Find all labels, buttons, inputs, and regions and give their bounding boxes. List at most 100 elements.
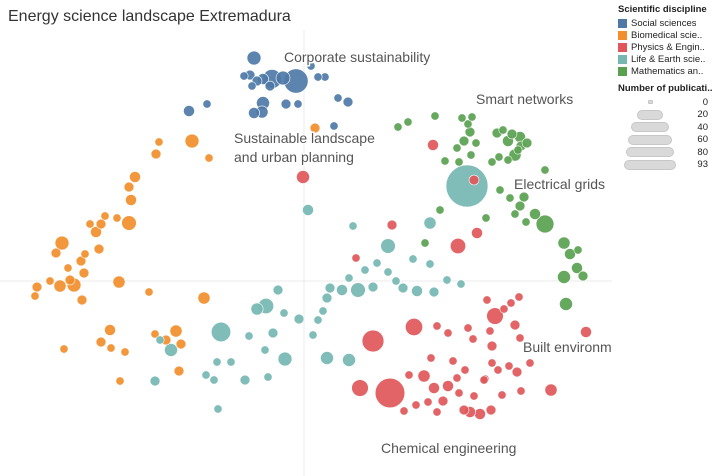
- data-point[interactable]: [239, 71, 249, 81]
- data-point[interactable]: [50, 247, 62, 259]
- data-point[interactable]: [53, 279, 67, 293]
- data-point[interactable]: [487, 358, 497, 368]
- data-point[interactable]: [277, 351, 293, 367]
- data-point[interactable]: [466, 150, 476, 160]
- data-point[interactable]: [279, 308, 289, 318]
- data-point[interactable]: [183, 105, 195, 117]
- data-point[interactable]: [293, 313, 305, 325]
- data-point[interactable]: [404, 370, 414, 380]
- data-point[interactable]: [184, 133, 200, 149]
- data-point[interactable]: [503, 155, 513, 165]
- data-point[interactable]: [76, 294, 88, 306]
- data-point[interactable]: [514, 292, 524, 302]
- data-point[interactable]: [423, 216, 437, 230]
- data-point[interactable]: [367, 281, 379, 293]
- data-point[interactable]: [54, 235, 70, 251]
- data-point[interactable]: [250, 302, 264, 316]
- data-point[interactable]: [64, 274, 76, 286]
- data-point[interactable]: [505, 193, 515, 203]
- data-point[interactable]: [318, 306, 328, 316]
- data-point[interactable]: [432, 321, 442, 331]
- data-point[interactable]: [426, 353, 436, 363]
- legend-item[interactable]: Social sciences: [618, 17, 718, 29]
- data-point[interactable]: [449, 237, 467, 255]
- data-point[interactable]: [403, 117, 413, 127]
- data-point[interactable]: [210, 321, 232, 343]
- data-point[interactable]: [95, 336, 107, 348]
- data-point[interactable]: [201, 370, 211, 380]
- data-point[interactable]: [393, 122, 403, 132]
- data-point[interactable]: [150, 148, 162, 160]
- legend-item[interactable]: Biomedical scie..: [618, 29, 718, 41]
- data-point[interactable]: [197, 291, 211, 305]
- data-point[interactable]: [80, 249, 90, 259]
- data-point[interactable]: [425, 259, 435, 269]
- data-point[interactable]: [275, 70, 291, 86]
- data-point[interactable]: [361, 329, 385, 353]
- data-point[interactable]: [399, 406, 409, 416]
- data-point[interactable]: [293, 99, 303, 109]
- data-point[interactable]: [474, 408, 486, 420]
- data-point[interactable]: [264, 80, 276, 92]
- data-point[interactable]: [204, 153, 214, 163]
- data-point[interactable]: [442, 380, 454, 392]
- data-point[interactable]: [405, 318, 423, 336]
- data-point[interactable]: [260, 345, 270, 355]
- data-point[interactable]: [557, 270, 571, 284]
- data-point[interactable]: [247, 81, 257, 91]
- data-point[interactable]: [460, 365, 470, 375]
- data-point[interactable]: [464, 126, 476, 138]
- data-point[interactable]: [342, 96, 354, 108]
- data-point[interactable]: [244, 331, 254, 341]
- data-point[interactable]: [516, 386, 526, 396]
- data-point[interactable]: [104, 324, 116, 336]
- data-point[interactable]: [454, 388, 464, 398]
- data-point[interactable]: [380, 238, 396, 254]
- data-point[interactable]: [155, 335, 165, 345]
- data-point[interactable]: [78, 267, 90, 279]
- data-point[interactable]: [90, 226, 102, 238]
- data-point[interactable]: [263, 372, 273, 382]
- data-point[interactable]: [471, 227, 483, 239]
- data-point[interactable]: [452, 143, 462, 153]
- data-point[interactable]: [456, 279, 466, 289]
- data-point[interactable]: [499, 304, 509, 314]
- data-point[interactable]: [571, 262, 583, 274]
- legend-item[interactable]: Physics & Engin..: [618, 41, 718, 53]
- data-point[interactable]: [121, 215, 137, 231]
- data-point[interactable]: [511, 366, 523, 378]
- data-point[interactable]: [573, 245, 583, 255]
- data-point[interactable]: [31, 281, 43, 293]
- data-point[interactable]: [498, 125, 508, 135]
- data-point[interactable]: [487, 157, 497, 167]
- data-point[interactable]: [521, 137, 533, 149]
- data-point[interactable]: [144, 287, 154, 297]
- data-point[interactable]: [63, 263, 73, 273]
- data-point[interactable]: [75, 255, 87, 267]
- data-point[interactable]: [313, 72, 323, 82]
- data-point[interactable]: [149, 375, 161, 387]
- data-point[interactable]: [540, 165, 550, 175]
- data-point[interactable]: [59, 344, 69, 354]
- data-point[interactable]: [493, 365, 503, 375]
- data-point[interactable]: [494, 152, 504, 162]
- data-point[interactable]: [408, 254, 418, 264]
- data-point[interactable]: [445, 164, 489, 208]
- data-point[interactable]: [30, 291, 40, 301]
- data-point[interactable]: [383, 267, 393, 277]
- data-point[interactable]: [535, 214, 555, 234]
- data-point[interactable]: [457, 113, 467, 123]
- data-point[interactable]: [430, 111, 440, 121]
- data-point[interactable]: [226, 357, 236, 367]
- data-point[interactable]: [440, 156, 450, 166]
- data-point[interactable]: [360, 265, 370, 275]
- data-point[interactable]: [348, 221, 358, 231]
- data-point[interactable]: [374, 377, 406, 409]
- data-point[interactable]: [469, 391, 479, 401]
- data-point[interactable]: [458, 135, 470, 147]
- data-point[interactable]: [468, 334, 478, 344]
- data-point[interactable]: [411, 400, 421, 410]
- data-point[interactable]: [513, 145, 523, 155]
- data-point[interactable]: [454, 157, 464, 167]
- data-point[interactable]: [423, 397, 433, 407]
